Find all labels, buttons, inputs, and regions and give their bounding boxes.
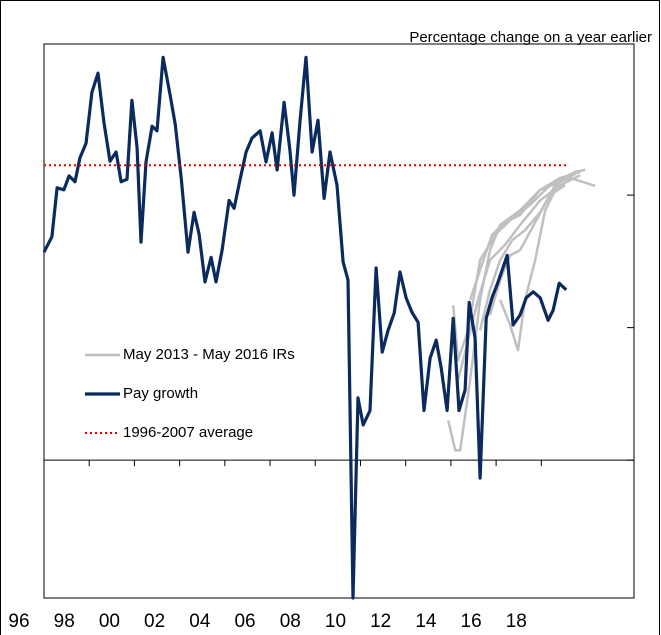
x-tick-label: 14 [415,611,437,632]
x-tick-label: 02 [144,611,165,632]
x-tick-label: 10 [325,611,346,632]
x-tick-label: 04 [189,611,211,632]
plot-area [43,43,635,599]
annotation: Percentage change on a year earlier [409,29,652,46]
x-tick-label: 18 [506,611,527,632]
x-tick-label: 96 [8,611,29,632]
x-tick-label: 00 [99,611,120,632]
legend-label: May 2013 - May 2016 IRs [123,346,295,363]
series-line [42,55,568,600]
legend-label: Pay growth [123,385,198,402]
x-tick-label: 08 [280,611,301,632]
x-tick-label: 16 [461,611,482,632]
legend-label: 1996-2007 average [123,424,253,441]
series-line [451,168,586,362]
series-line [478,172,576,331]
x-tick-label: 98 [54,611,75,632]
x-tick-label: 06 [234,611,255,632]
x-tick-label: 12 [370,611,391,632]
